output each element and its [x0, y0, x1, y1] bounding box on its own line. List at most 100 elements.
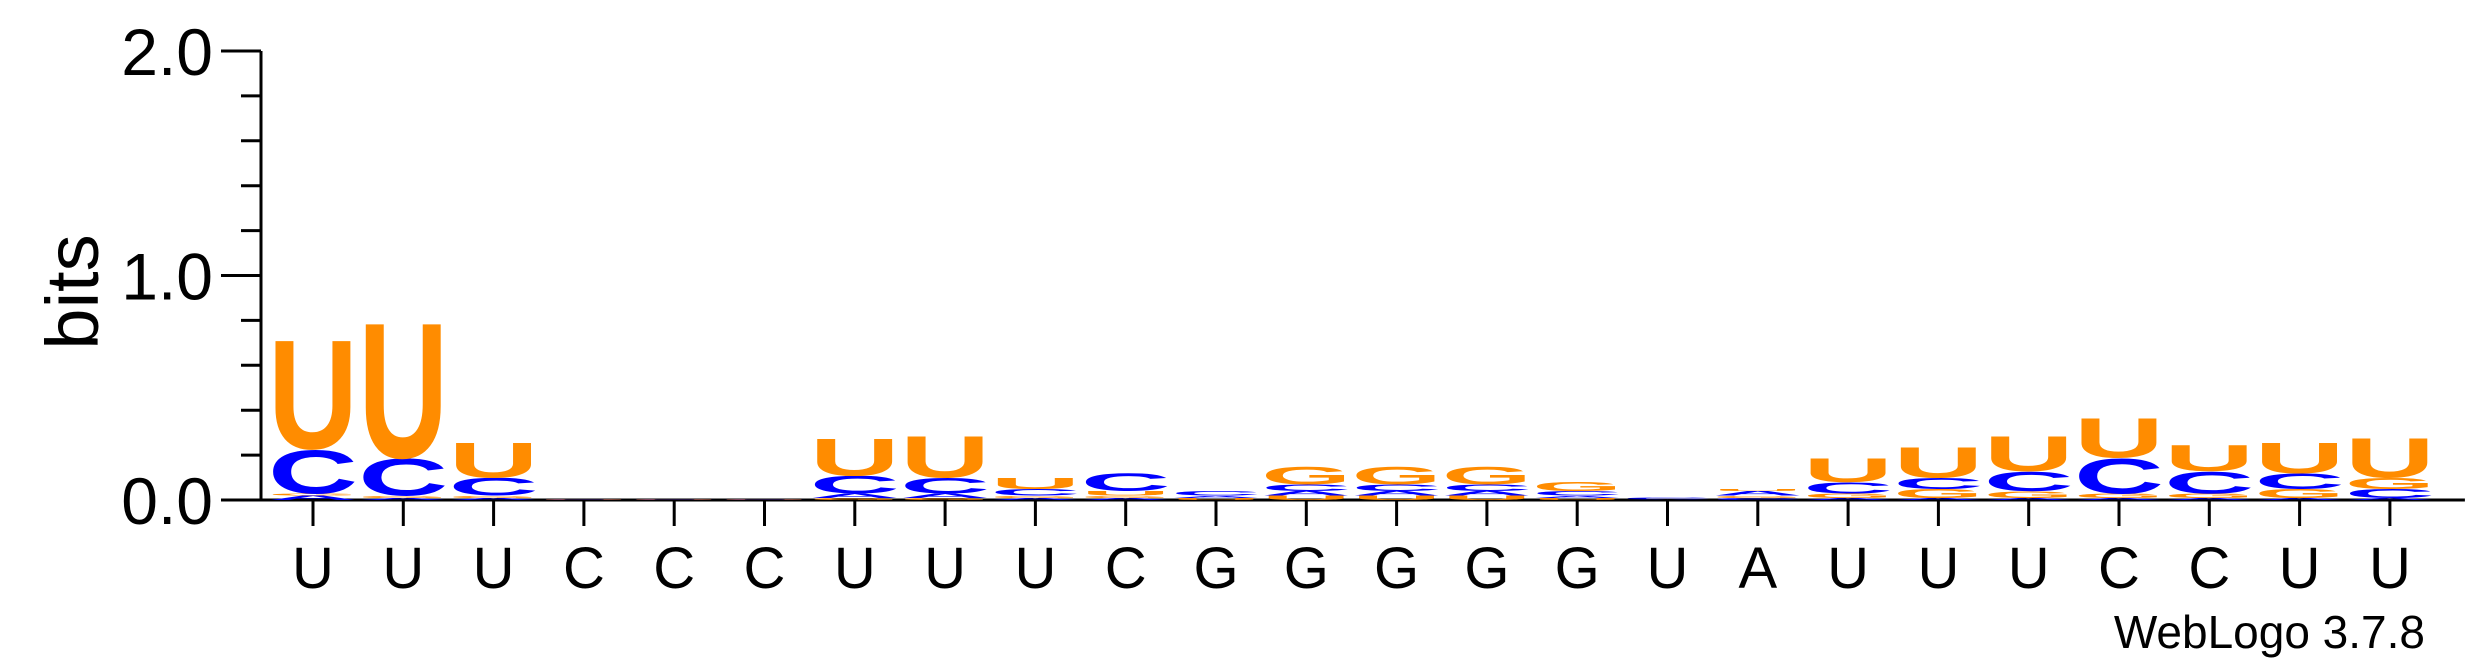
logo-letter-g: G	[1803, 492, 1893, 499]
logo-letter-c: C	[1713, 497, 1803, 501]
logo-letter-u: U	[2164, 437, 2254, 478]
logo-letter-c: C	[1081, 469, 1171, 497]
logo-letter-g: G	[1261, 462, 1351, 490]
logo-letter-u: U	[2255, 433, 2345, 482]
x-tick-label: C	[653, 536, 695, 601]
logo-letter-u: U	[629, 499, 719, 500]
logo-letter-g: G	[2255, 487, 2345, 501]
logo-letter-c: C	[1893, 475, 1983, 492]
logo-letter-g: G	[1984, 489, 2074, 499]
logo-letter-u: U	[1803, 451, 1893, 489]
x-tick-label: G	[1464, 536, 1509, 601]
y-tick-label: 2.0	[121, 15, 213, 89]
logo-letter-a: A	[1352, 490, 1442, 497]
logo-letter-c: C	[1261, 483, 1351, 493]
logo-letter-u: U	[1532, 497, 1622, 501]
x-tick-label: U	[1917, 536, 1959, 601]
logo-letter-g: G	[358, 495, 448, 498]
logo-letter-u: U	[2345, 428, 2435, 490]
logo-letter-a: A	[990, 497, 1080, 501]
x-tick-label: U	[1827, 536, 1869, 601]
y-axis: 0.0 1.0 2.0	[121, 15, 263, 538]
logo-letter-g: G	[1893, 487, 1983, 501]
logo-letter-c: C	[2345, 486, 2435, 500]
logo-letter-a: A	[449, 497, 539, 501]
logo-letter-c: C	[358, 448, 448, 507]
x-tick-label: U	[473, 536, 515, 601]
x-tick-label: U	[834, 536, 876, 601]
x-tick-label: G	[1555, 536, 1600, 601]
x-tick-label: U	[2008, 536, 2050, 601]
logo-letter-a: A	[268, 494, 358, 501]
x-tick-label: U	[924, 536, 966, 601]
y-tick-label: 0.0	[121, 464, 213, 538]
logo-letter-g: G	[1713, 495, 1803, 498]
y-tick-label: 1.0	[121, 240, 213, 314]
logo-letter-g: G	[2164, 492, 2254, 499]
x-tick-label: A	[1738, 536, 1777, 601]
logo-letter-c: C	[1442, 483, 1532, 493]
logo-letter-a: A	[1803, 497, 1893, 501]
logo-letter-u: U	[720, 499, 810, 500]
logo-letter-g: G	[268, 493, 358, 496]
logo-letter-u: U	[1352, 494, 1442, 501]
logo-letter-g: G	[1442, 462, 1532, 490]
x-tick-label: U	[2279, 536, 2321, 601]
logo-letter-a: A	[1532, 495, 1622, 499]
logo-letter-c: C	[990, 487, 1080, 497]
logo-letter-a: A	[1171, 495, 1261, 499]
logo-letter-c: C	[810, 471, 900, 499]
x-tick-label: G	[1374, 536, 1419, 601]
logo-letter-a: A	[810, 492, 900, 499]
logo-letter-u: U	[990, 475, 1080, 492]
logo-letter-a: A	[1623, 499, 1713, 500]
logo-letter-u: U	[2074, 407, 2164, 469]
logo-letter-c: C	[268, 437, 358, 507]
logo-letter-a: A	[1442, 490, 1532, 497]
logo-letter-u: U	[1261, 494, 1351, 501]
logo-letter-g: G	[810, 497, 900, 500]
x-tick-label: C	[2188, 536, 2230, 601]
logo-letter-c: C	[900, 474, 990, 498]
logo-letter-a: A	[1984, 497, 2074, 501]
logo-letter-c: C	[2164, 465, 2254, 500]
logo-letter-u: U	[1713, 488, 1803, 492]
logo-letter-a: A	[2255, 497, 2345, 501]
x-tick-label: C	[1105, 536, 1147, 601]
logo-letter-a: A	[1081, 497, 1171, 501]
logo-letter-u: U	[900, 424, 990, 490]
logo-letter-c: C	[449, 473, 539, 501]
logo-letter-c: C	[720, 499, 810, 500]
logo-letter-a: A	[2074, 497, 2164, 501]
x-tick-label: G	[1284, 536, 1329, 601]
logo-letter-c: C	[2074, 449, 2164, 505]
logo-letter-c: C	[1803, 479, 1893, 496]
logo-letter-a: A	[358, 497, 448, 501]
logo-letter-u: U	[539, 499, 629, 500]
logo-letter-a: A	[2164, 497, 2254, 501]
x-tick-label: C	[2098, 536, 2140, 601]
logo-letter-c: C	[1984, 466, 2074, 497]
logo-letter-u: U	[810, 428, 900, 487]
x-tick-label: U	[292, 536, 334, 601]
logo-letter-c: C	[539, 498, 629, 499]
logo-letter-u: U	[449, 433, 539, 489]
logo-letter-u: U	[1984, 426, 2074, 482]
x-tick-label: U	[1014, 536, 1056, 601]
x-tick-label: U	[1647, 536, 1689, 601]
logo-letter-c: C	[1352, 483, 1442, 493]
logo-letter-c: C	[629, 499, 719, 500]
logo-letter-u: U	[1893, 438, 1983, 487]
logo-letter-u: U	[358, 284, 448, 499]
x-tick-label: U	[382, 536, 424, 601]
logo-letter-g: G	[990, 495, 1080, 498]
x-tick-label: U	[2369, 536, 2411, 601]
logo-letter-c: C	[1623, 498, 1713, 500]
logo-letter-u: U	[1171, 497, 1261, 501]
y-axis-label: bits	[31, 234, 114, 349]
logo-letter-u: U	[1081, 490, 1171, 497]
x-tick-label: G	[1193, 536, 1238, 601]
logo-letter-a: A	[2345, 497, 2435, 501]
weblogo-credit: WebLogo 3.7.8	[2114, 606, 2425, 658]
